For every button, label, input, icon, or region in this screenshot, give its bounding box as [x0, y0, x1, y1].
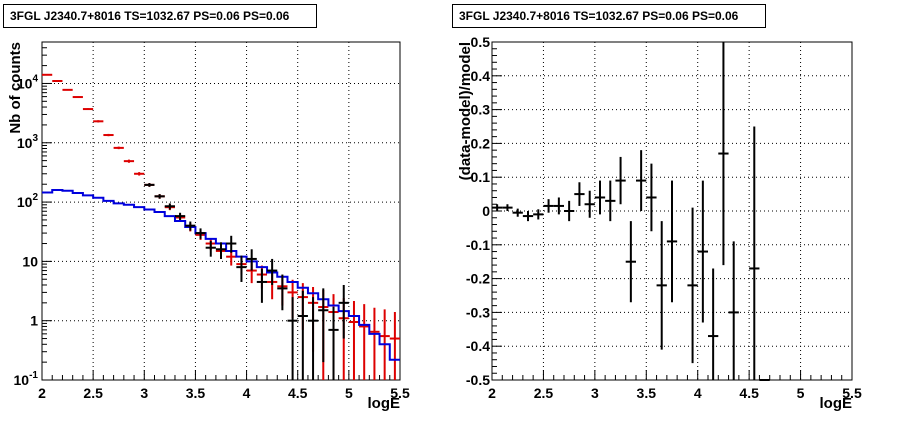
x-tick-label: 5 [345, 385, 353, 401]
y-tick-label: 0.3 [471, 102, 491, 118]
y-tick-label: -0.3 [466, 304, 490, 320]
y-tick-label: -0.2 [466, 271, 490, 287]
y-tick-label: -0.4 [466, 338, 490, 354]
y-tick-label: -0.5 [466, 372, 490, 388]
y-tick-label: 1 [30, 313, 38, 329]
y-tick-label: 0 [482, 203, 490, 219]
residual-chart: 2 2.5 3 3.5 4 4.5 5 5.5 -0.5 -0.4 -0.3 -0.2 -0.1 0 0.1… [457, 34, 862, 412]
y-tick-label: -0.1 [466, 237, 490, 253]
y-tick-label: 0.5 [471, 34, 491, 50]
x-tick-label: 2.5 [83, 385, 103, 401]
plot-area [42, 42, 400, 380]
x-tick-label: 2 [38, 385, 46, 401]
y-tick-label: 10 [22, 253, 38, 269]
y-tick-label: 0.4 [471, 68, 491, 84]
y-tick-label: 103 [17, 133, 39, 151]
right-chart-title: 3FGL J2340.7+8016 TS=1032.67 PS=0.06 PS=… [452, 4, 766, 28]
y-tick-label: 0.1 [471, 169, 491, 185]
y-tick-label: 104 [17, 73, 39, 91]
counts-chart: 2 2.5 3 3.5 4 4.5 5 5.5 10-1 1 10 102 103 104 logE Nb o… [7, 41, 410, 412]
y-axis-label: (data-model)/model [457, 42, 474, 180]
x-tick-label: 4 [694, 385, 702, 401]
x-tick-label: 5.5 [842, 385, 862, 401]
y-tick-label: 10-1 [14, 370, 39, 388]
x-tick-label: 4.5 [739, 385, 759, 401]
x-tick-label: 4.5 [288, 385, 308, 401]
x-axis-label: logE [820, 395, 853, 412]
x-tick-label: 3 [591, 385, 599, 401]
x-tick-label: 3.5 [186, 385, 206, 401]
x-tick-label: 5.5 [390, 385, 410, 401]
left-chart-title: 3FGL J2340.7+8016 TS=1032.67 PS=0.06 PS=… [3, 4, 317, 28]
x-tick-label: 3.5 [637, 385, 657, 401]
x-tick-label: 3 [140, 385, 148, 401]
x-tick-label: 2.5 [534, 385, 554, 401]
y-tick-label: 102 [17, 192, 39, 210]
y-tick-label: 0.2 [471, 135, 491, 151]
x-tick-label: 4 [243, 385, 251, 401]
x-tick-label: 2 [488, 385, 496, 401]
x-tick-label: 5 [797, 385, 805, 401]
x-axis-label: logE [368, 395, 401, 412]
y-axis-label: Nb of counts [7, 42, 24, 134]
